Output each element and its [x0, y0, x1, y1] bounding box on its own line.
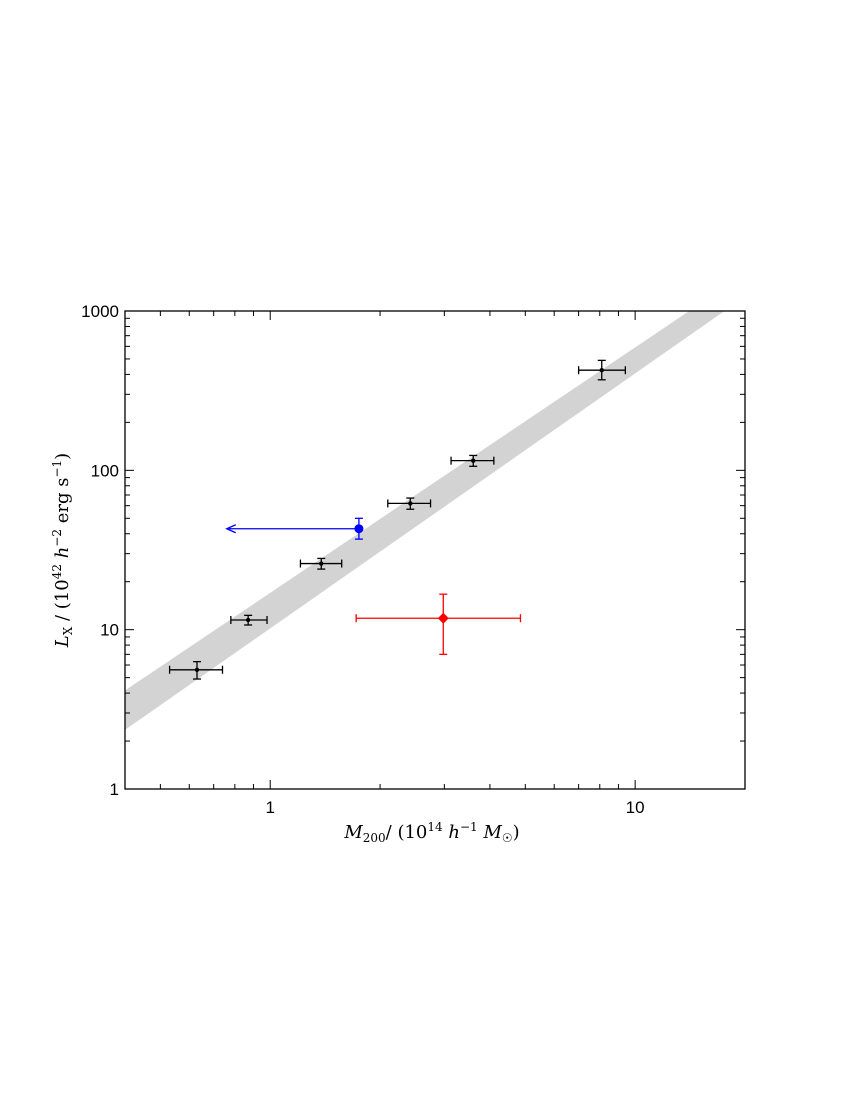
data-point [245, 617, 251, 623]
data-point [194, 667, 200, 672]
data-point [319, 561, 324, 566]
confidence-band [125, 311, 725, 730]
data-point [599, 368, 604, 373]
y-tick-label: 100 [91, 461, 119, 480]
plot-frame [124, 310, 746, 790]
ticks-layer: 1 10 1 10 100 1000 [81, 302, 746, 817]
x-tick-label: 1 [265, 798, 274, 817]
data-point [408, 501, 413, 506]
y-tick-label: 1 [110, 780, 119, 799]
y-tick-label: 1000 [81, 302, 119, 321]
data-point [354, 524, 364, 534]
x-tick-label: 10 [626, 798, 645, 817]
series-1 [225, 517, 364, 540]
data-layer [168, 359, 626, 680]
y-tick-label: 10 [100, 621, 119, 640]
series-0 [168, 359, 626, 680]
series-2 [355, 593, 522, 655]
data-point [437, 612, 449, 624]
upper-limit-arrowhead [225, 524, 236, 534]
y-axis-label: LX / (1042 h−2 erg s−1) [50, 453, 75, 648]
band-layer [125, 311, 725, 730]
data-point [471, 458, 476, 463]
x-axis-label: M200/ (1014 h−1 M☉) [343, 820, 519, 845]
